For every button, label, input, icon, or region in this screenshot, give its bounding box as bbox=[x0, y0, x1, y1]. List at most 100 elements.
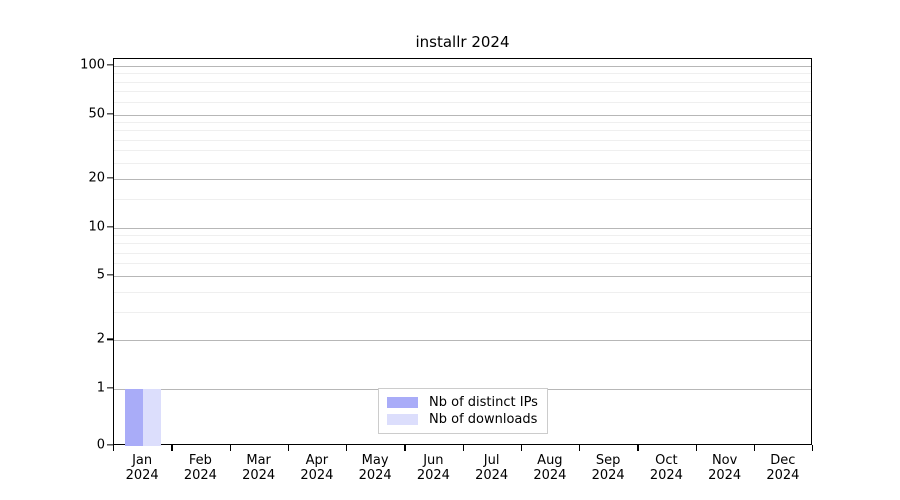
y-axis-tick-mark bbox=[107, 274, 113, 276]
x-axis-tick-mark bbox=[171, 445, 173, 451]
gridline bbox=[114, 227, 811, 229]
x-axis-tick-month: Jul bbox=[483, 453, 500, 468]
legend-swatch-icon bbox=[387, 414, 418, 425]
y-axis-tick-mark bbox=[107, 444, 113, 446]
x-axis-tick-year: 2024 bbox=[242, 468, 276, 483]
bars-layer bbox=[114, 59, 811, 446]
gridline bbox=[114, 66, 811, 67]
x-axis-tick-year: 2024 bbox=[649, 468, 683, 483]
x-axis-tick-label: Oct 2024 bbox=[650, 453, 683, 483]
x-axis-tick-label: Jul 2024 bbox=[475, 453, 508, 483]
x-axis-tick-mark bbox=[695, 445, 697, 451]
x-axis-tick-month: May bbox=[361, 453, 389, 468]
gridline bbox=[114, 276, 811, 278]
y-axis-tick-label: 1 bbox=[96, 380, 105, 396]
x-axis-tick-mark bbox=[113, 445, 115, 451]
y-axis-tick-label: 50 bbox=[88, 106, 105, 122]
y-axis-tick-mark bbox=[107, 64, 113, 66]
gridline bbox=[114, 163, 811, 165]
legend-item[interactable]: Nb of downloads bbox=[387, 411, 538, 428]
gridline bbox=[114, 114, 811, 116]
x-axis-tick-mark bbox=[753, 445, 756, 451]
gridline bbox=[114, 252, 811, 254]
x-axis-tick-mark bbox=[404, 445, 406, 451]
x-axis-tick-year: 2024 bbox=[416, 468, 450, 483]
y-axis-tick-label: 10 bbox=[88, 219, 105, 234]
y-axis-tick-mark bbox=[107, 225, 113, 228]
x-axis-tick-mark bbox=[812, 445, 814, 451]
legend-swatch-icon bbox=[387, 397, 418, 408]
x-axis-tick-year: 2024 bbox=[766, 468, 800, 483]
x-axis-tick-label: Apr 2024 bbox=[300, 453, 333, 483]
x-axis-tick-month: Mar bbox=[246, 453, 271, 468]
gridline bbox=[114, 311, 811, 313]
y-axis-tick-label: 0 bbox=[96, 437, 105, 453]
x-axis-tick-label: Mar 2024 bbox=[242, 453, 275, 483]
y-axis-tick-mark bbox=[107, 177, 113, 179]
x-axis-tick-year: 2024 bbox=[125, 468, 159, 483]
x-axis-tick-mark bbox=[579, 445, 581, 451]
x-axis-tick-year: 2024 bbox=[708, 468, 742, 483]
gridline bbox=[114, 73, 811, 75]
legend-label: Nb of downloads bbox=[429, 412, 538, 427]
x-axis-tick-year: 2024 bbox=[591, 468, 625, 483]
x-axis-tick-mark bbox=[346, 445, 348, 451]
gridline bbox=[114, 291, 811, 293]
x-axis-tick-mark bbox=[287, 445, 290, 451]
x-axis-tick-year: 2024 bbox=[533, 468, 567, 483]
plot-area bbox=[113, 58, 812, 446]
bar bbox=[125, 389, 144, 446]
x-axis-tick-label: Jun 2024 bbox=[417, 453, 450, 483]
gridline bbox=[114, 91, 811, 93]
x-axis-tick-label: May 2024 bbox=[359, 453, 392, 483]
x-axis-tick-year: 2024 bbox=[300, 468, 334, 483]
chart-title: installr 2024 bbox=[415, 33, 510, 51]
gridline bbox=[114, 130, 811, 132]
gridline bbox=[114, 81, 811, 83]
chart-legend: Nb of distinct IPs Nb of downloads bbox=[378, 388, 548, 434]
x-axis-tick-year: 2024 bbox=[358, 468, 392, 483]
gridline bbox=[114, 150, 811, 152]
gridline bbox=[114, 178, 811, 180]
x-axis-tick-month: Oct bbox=[655, 453, 678, 468]
gridline bbox=[114, 263, 811, 265]
x-axis-tick-month: Feb bbox=[188, 453, 212, 468]
y-axis-tick-mark bbox=[107, 387, 113, 389]
y-axis-tick-mark bbox=[107, 338, 113, 341]
x-axis-tick-mark bbox=[520, 445, 523, 451]
gridline bbox=[114, 122, 811, 123]
y-axis-tick-mark bbox=[107, 112, 113, 115]
x-axis-tick-label: Dec 2024 bbox=[766, 453, 799, 483]
x-axis-tick-mark bbox=[229, 445, 231, 451]
x-axis-tick-label: Aug 2024 bbox=[533, 453, 566, 483]
gridline bbox=[114, 243, 811, 245]
x-axis-tick-month: Jun bbox=[423, 453, 444, 468]
x-axis-tick-month: Dec bbox=[770, 453, 796, 468]
x-axis-tick-month: Aug bbox=[537, 453, 563, 468]
x-axis-tick-month: Sep bbox=[595, 453, 621, 468]
gridline bbox=[114, 340, 811, 342]
x-axis-tick-year: 2024 bbox=[475, 468, 509, 483]
gridline bbox=[114, 101, 811, 103]
bar bbox=[143, 389, 162, 446]
x-axis-tick-month: Nov bbox=[711, 453, 738, 468]
x-axis-tick-year: 2024 bbox=[183, 468, 217, 483]
gridline bbox=[114, 234, 811, 236]
legend-item[interactable]: Nb of distinct IPs bbox=[387, 394, 538, 411]
y-axis-tick-label: 5 bbox=[96, 267, 105, 283]
x-axis-tick-month: Jan bbox=[132, 453, 153, 468]
gridline bbox=[114, 139, 811, 141]
y-axis-tick-label: 100 bbox=[80, 57, 105, 73]
x-axis-tick-label: Nov 2024 bbox=[708, 453, 741, 483]
x-axis-tick-label: Feb 2024 bbox=[184, 453, 217, 483]
legend-label: Nb of distinct IPs bbox=[429, 395, 538, 410]
x-axis-tick-label: Jan 2024 bbox=[126, 453, 159, 483]
gridline bbox=[114, 199, 811, 201]
x-axis-tick-mark bbox=[637, 445, 639, 451]
x-axis-tick-mark bbox=[462, 445, 464, 451]
x-axis-tick-label: Sep 2024 bbox=[592, 453, 625, 483]
y-axis-tick-label: 2 bbox=[96, 331, 105, 347]
x-axis-tick-month: Apr bbox=[305, 453, 329, 468]
y-axis-tick-label: 20 bbox=[88, 170, 105, 186]
